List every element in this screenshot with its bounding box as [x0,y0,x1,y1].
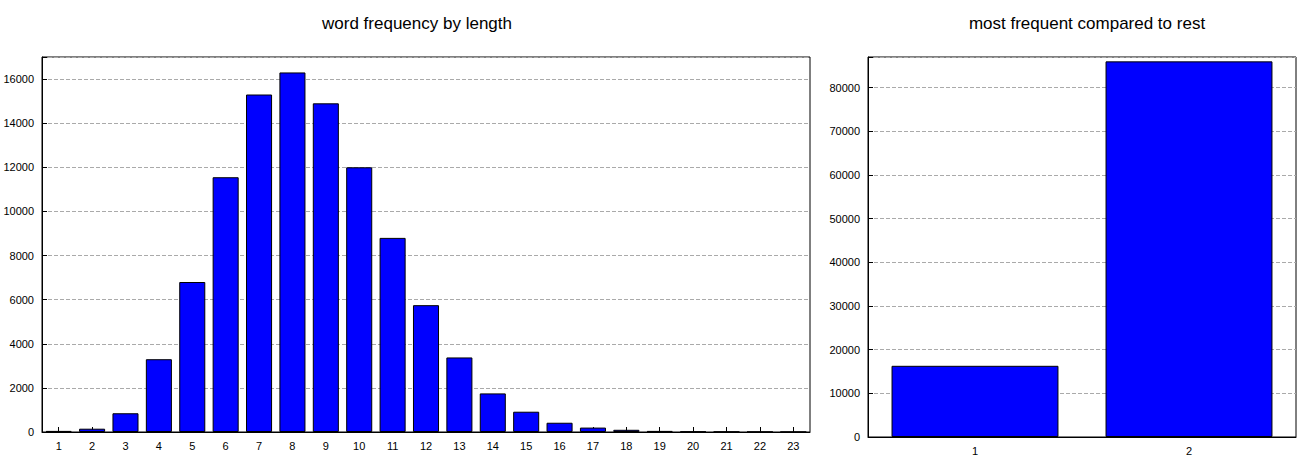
svg-text:10: 10 [353,440,365,452]
svg-text:70000: 70000 [829,125,860,137]
svg-text:most frequent compared to rest: most frequent compared to rest [969,14,1206,33]
svg-text:1: 1 [972,445,978,457]
svg-text:word frequency by length: word frequency by length [321,14,512,33]
svg-text:5: 5 [189,440,195,452]
svg-text:0: 0 [28,426,34,438]
svg-text:21: 21 [720,440,732,452]
svg-text:6000: 6000 [10,294,34,306]
svg-text:2: 2 [89,440,95,452]
svg-text:6: 6 [223,440,229,452]
svg-text:18: 18 [620,440,632,452]
svg-text:1: 1 [56,440,62,452]
svg-text:14000: 14000 [3,117,34,129]
svg-text:2000: 2000 [10,382,34,394]
svg-text:12: 12 [420,440,432,452]
svg-text:13: 13 [453,440,465,452]
svg-text:15: 15 [520,440,532,452]
svg-text:30000: 30000 [829,300,860,312]
svg-text:20: 20 [687,440,699,452]
svg-text:12000: 12000 [3,161,34,173]
svg-text:7: 7 [256,440,262,452]
svg-text:2: 2 [1186,445,1192,457]
svg-text:11: 11 [387,440,398,452]
svg-text:14: 14 [487,440,499,452]
svg-text:4000: 4000 [10,338,34,350]
svg-text:0: 0 [854,431,860,443]
svg-text:22: 22 [754,440,766,452]
svg-text:9: 9 [323,440,329,452]
svg-text:80000: 80000 [829,82,860,94]
svg-text:20000: 20000 [829,344,860,356]
svg-text:19: 19 [654,440,666,452]
svg-text:10000: 10000 [829,387,860,399]
svg-text:3: 3 [122,440,128,452]
svg-text:17: 17 [587,440,599,452]
svg-text:16000: 16000 [3,73,34,85]
svg-text:8: 8 [289,440,295,452]
svg-text:50000: 50000 [829,213,860,225]
svg-text:8000: 8000 [10,250,34,262]
svg-text:40000: 40000 [829,256,860,268]
svg-text:4: 4 [156,440,162,452]
svg-text:60000: 60000 [829,169,860,181]
svg-text:23: 23 [787,440,799,452]
svg-text:16: 16 [553,440,565,452]
svg-text:10000: 10000 [3,205,34,217]
